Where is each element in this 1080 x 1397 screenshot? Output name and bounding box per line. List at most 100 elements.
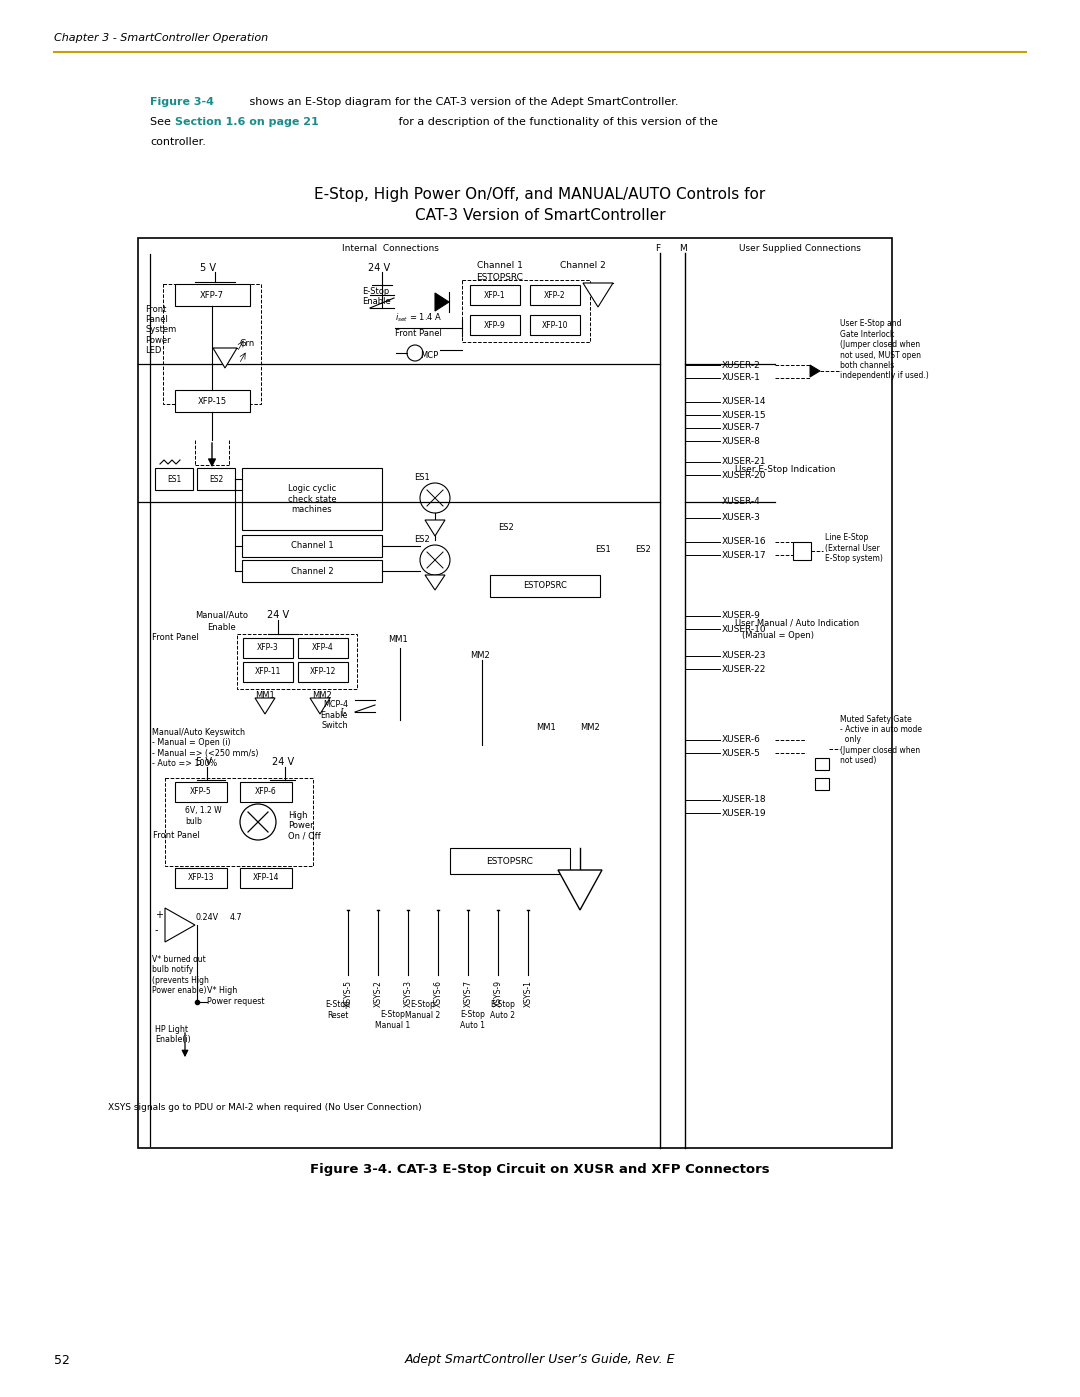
Text: E-Stop
Auto 2: E-Stop Auto 2 — [490, 1000, 515, 1020]
Text: Channel 1: Channel 1 — [477, 260, 523, 270]
Text: 24 V: 24 V — [272, 757, 294, 767]
Text: MM2: MM2 — [470, 651, 489, 659]
Text: ES2: ES2 — [635, 545, 651, 555]
Text: XUSER-10: XUSER-10 — [723, 624, 767, 633]
Text: Enable: Enable — [207, 623, 235, 631]
Text: ES1: ES1 — [595, 545, 611, 555]
Bar — [240, 782, 292, 802]
Text: Internal  Connections: Internal Connections — [341, 244, 438, 253]
Text: XFP-15: XFP-15 — [198, 397, 227, 405]
Text: XSYS-2: XSYS-2 — [374, 981, 382, 1007]
Text: Adept SmartController User’s Guide, Rev. E: Adept SmartController User’s Guide, Rev.… — [405, 1354, 675, 1366]
Text: XUSER-5: XUSER-5 — [723, 749, 761, 757]
Text: XUSER-16: XUSER-16 — [723, 538, 767, 546]
Text: XFP-11: XFP-11 — [255, 668, 281, 676]
Text: XFP-1: XFP-1 — [484, 291, 505, 299]
Text: 4.7: 4.7 — [230, 914, 243, 922]
Text: XFP-6: XFP-6 — [255, 788, 276, 796]
Bar — [815, 759, 829, 770]
Text: MM2: MM2 — [580, 724, 599, 732]
Text: E-Stop: E-Stop — [362, 288, 389, 296]
Text: F: F — [656, 244, 661, 253]
Polygon shape — [310, 698, 330, 714]
Text: Section 1.6 on page 21: Section 1.6 on page 21 — [175, 117, 319, 127]
Text: MM1: MM1 — [388, 636, 408, 644]
Bar — [298, 638, 348, 658]
Text: $i_{set}$ = 1.4 A: $i_{set}$ = 1.4 A — [395, 312, 443, 324]
Bar — [163, 284, 261, 404]
Bar — [175, 284, 249, 306]
Bar — [298, 662, 348, 682]
Text: XUSER-9: XUSER-9 — [723, 612, 761, 620]
Bar — [793, 542, 811, 560]
Text: Channel 2: Channel 2 — [561, 260, 606, 270]
Text: See: See — [150, 117, 174, 127]
Text: +: + — [156, 909, 163, 921]
Text: 24 V: 24 V — [267, 610, 289, 620]
Text: shows an E-Stop diagram for the CAT-3 version of the Adept SmartController.: shows an E-Stop diagram for the CAT-3 ve… — [246, 96, 678, 108]
Text: -: - — [156, 925, 159, 935]
Text: ES1: ES1 — [414, 474, 430, 482]
Polygon shape — [435, 293, 449, 312]
Text: CAT-3 Version of SmartController: CAT-3 Version of SmartController — [415, 208, 665, 222]
Text: XUSER-4: XUSER-4 — [723, 497, 760, 507]
Text: ES2: ES2 — [208, 475, 224, 483]
Text: XUSER-22: XUSER-22 — [723, 665, 767, 673]
Text: XFP-12: XFP-12 — [310, 668, 336, 676]
Text: 52: 52 — [54, 1354, 70, 1366]
Polygon shape — [558, 870, 602, 909]
Bar — [138, 237, 892, 1148]
Text: V* burned out
bulb notify
(prevents High
Power enable): V* burned out bulb notify (prevents High… — [152, 956, 208, 995]
Text: Grn: Grn — [239, 339, 254, 348]
Text: Manual/Auto Keyswitch
- Manual = Open (i)
- Manual => (<250 mm/s)
- Auto => 100%: Manual/Auto Keyswitch - Manual = Open (i… — [152, 728, 258, 768]
Text: XUSER-1: XUSER-1 — [723, 373, 761, 383]
Text: User E-Stop Indication: User E-Stop Indication — [735, 465, 836, 475]
Text: ES1: ES1 — [167, 475, 181, 483]
Bar — [462, 279, 590, 342]
Bar — [530, 285, 580, 305]
Text: Enable: Enable — [362, 298, 391, 306]
Text: E-Stop
Auto 1: E-Stop Auto 1 — [460, 1010, 486, 1030]
Bar — [197, 468, 235, 490]
Text: XUSER-8: XUSER-8 — [723, 436, 761, 446]
Text: MM1: MM1 — [536, 724, 556, 732]
Text: M: M — [679, 244, 687, 253]
Bar — [450, 848, 570, 875]
Text: Line E-Stop
(External User
E-Stop system): Line E-Stop (External User E-Stop system… — [825, 534, 882, 563]
Bar — [240, 868, 292, 888]
Bar — [815, 778, 829, 789]
Bar — [243, 662, 293, 682]
Bar — [470, 285, 519, 305]
Text: E-Stop, High Power On/Off, and MANUAL/AUTO Controls for: E-Stop, High Power On/Off, and MANUAL/AU… — [314, 187, 766, 203]
Text: ESTOPSRC: ESTOPSRC — [476, 274, 524, 282]
Polygon shape — [165, 908, 195, 942]
Text: XUSER-6: XUSER-6 — [723, 735, 761, 745]
Bar — [156, 468, 193, 490]
Text: Front Panel: Front Panel — [395, 330, 442, 338]
Text: XSYS-5: XSYS-5 — [343, 981, 352, 1007]
Text: XUSER-18: XUSER-18 — [723, 795, 767, 805]
Text: XSYS signals go to PDU or MAI-2 when required (No User Connection): XSYS signals go to PDU or MAI-2 when req… — [108, 1104, 422, 1112]
Text: XFP-9: XFP-9 — [484, 320, 505, 330]
Text: 0.24V: 0.24V — [195, 914, 219, 922]
Text: XSYS-7: XSYS-7 — [463, 981, 473, 1007]
Text: Channel 1: Channel 1 — [291, 542, 334, 550]
Text: ES2: ES2 — [498, 524, 514, 532]
Text: HP Light
Enable(i): HP Light Enable(i) — [156, 1025, 191, 1045]
Bar — [242, 560, 382, 583]
Text: User E-Stop and
Gate Interlock
(Jumper closed when
not used, MUST open
both chan: User E-Stop and Gate Interlock (Jumper c… — [840, 320, 929, 380]
Text: 5 V: 5 V — [200, 263, 216, 272]
Text: Muted Safety Gate
- Active in auto mode
  only
(Jumper closed when
not used): Muted Safety Gate - Active in auto mode … — [840, 715, 922, 766]
Polygon shape — [426, 576, 445, 590]
Text: Logic cyclic
check state
machines: Logic cyclic check state machines — [287, 485, 336, 514]
Text: XUSER-14: XUSER-14 — [723, 398, 767, 407]
Text: Front
Panel
System
Power
LED: Front Panel System Power LED — [145, 305, 176, 355]
Text: for a description of the functionality of this version of the: for a description of the functionality o… — [395, 117, 718, 127]
Text: XUSER-15: XUSER-15 — [723, 411, 767, 419]
Bar — [470, 314, 519, 335]
Text: E-Stop
Manual 2: E-Stop Manual 2 — [405, 1000, 441, 1020]
Text: 24 V: 24 V — [368, 263, 390, 272]
Text: MCP-4
Enable
Switch: MCP-4 Enable Switch — [321, 700, 348, 729]
Bar — [175, 868, 227, 888]
Text: XFP-7: XFP-7 — [200, 291, 224, 299]
